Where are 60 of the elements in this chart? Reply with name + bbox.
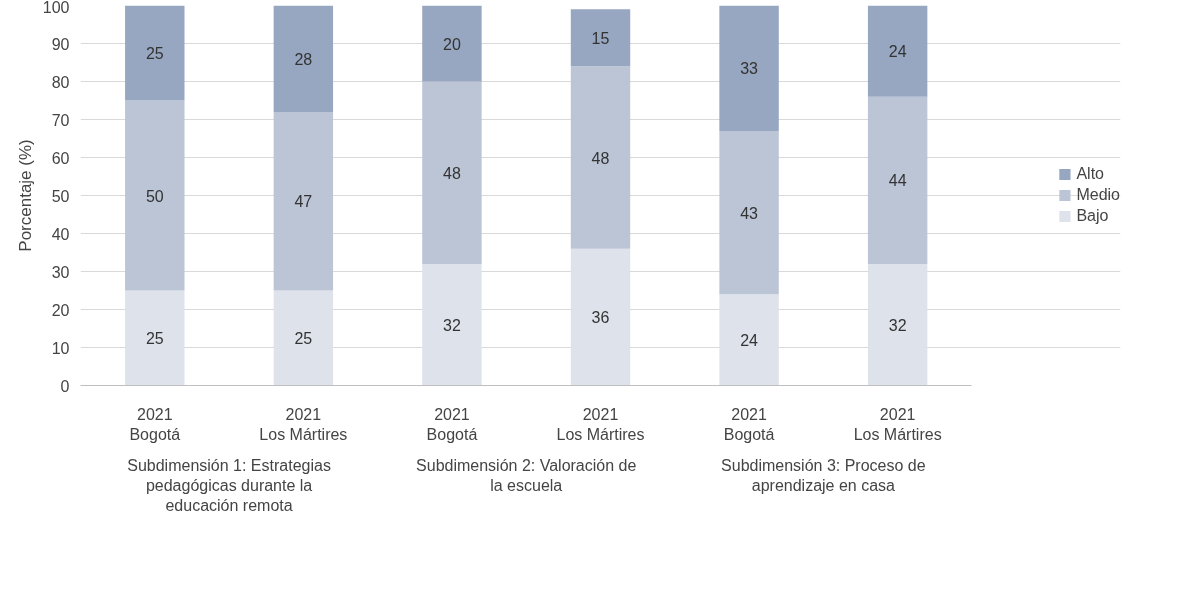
data-label: 47 <box>294 193 313 211</box>
legend-label: Bajo <box>1076 207 1109 225</box>
y-tick-label: 100 <box>42 0 70 16</box>
bar <box>570 9 631 67</box>
x-tick-label: 2021 Bogotá <box>426 405 478 443</box>
data-label: 43 <box>740 204 759 222</box>
data-label: 48 <box>443 164 461 182</box>
bar <box>719 5 779 131</box>
data-label: 50 <box>145 187 164 205</box>
data-label: 36 <box>591 309 610 327</box>
bar <box>422 5 482 82</box>
bar <box>867 263 928 386</box>
x-tick-label: 2021 Los Mártires <box>259 405 348 443</box>
y-axis-title: Porcentaje (%) <box>15 139 35 252</box>
data-label: 25 <box>145 45 164 62</box>
bar <box>273 290 334 386</box>
x-tick-label: 2021 Bogotá <box>129 405 181 443</box>
bar <box>273 111 334 291</box>
data-label: 20 <box>443 35 461 53</box>
bar <box>125 290 185 386</box>
bar <box>422 263 482 386</box>
text: Subdimensión 3: Proceso de aprendizaje en casa <box>721 456 926 494</box>
x-tick-label: 2021 Los Mártires <box>853 405 942 443</box>
bar <box>125 100 185 291</box>
text: Subdimensión 1: Estrategias pedagógicas durante la educación remota <box>127 456 331 515</box>
data-label: 24 <box>740 331 759 349</box>
data-label: 15 <box>591 29 610 47</box>
data-label: 24 <box>888 43 907 61</box>
y-tick-label: 50 <box>51 187 70 205</box>
bar <box>719 130 779 295</box>
bar <box>273 5 334 112</box>
bar <box>867 5 928 97</box>
bar <box>570 66 631 249</box>
y-tick-label: 0 <box>60 377 70 395</box>
x-tick-label: 2021 Los Mártires <box>556 405 645 443</box>
y-tick-label: 90 <box>51 35 70 53</box>
data-label: 33 <box>740 60 759 78</box>
bar <box>422 81 482 264</box>
y-tick-label: 40 <box>51 225 70 243</box>
y-tick-label: 10 <box>51 339 70 357</box>
data-label: 32 <box>443 316 461 334</box>
legend-label: Medio <box>1076 186 1120 204</box>
data-label: 25 <box>145 330 164 347</box>
data-label: 44 <box>888 172 907 190</box>
data-label: 28 <box>294 50 313 68</box>
legend-label: Alto <box>1076 165 1104 183</box>
bar <box>570 248 631 386</box>
y-tick-label: 30 <box>51 263 70 281</box>
text: Subdimensión 2: Valoración de la escuela <box>416 456 637 494</box>
bar <box>125 5 185 101</box>
y-tick-label: 80 <box>51 73 70 91</box>
x-tick-label: 2021 Bogotá <box>723 405 775 443</box>
bar <box>719 294 779 386</box>
data-label: 48 <box>591 149 610 167</box>
y-tick-label: 60 <box>51 149 70 167</box>
data-label: 25 <box>294 330 313 347</box>
bar <box>867 96 928 264</box>
y-tick-label: 20 <box>51 301 70 319</box>
y-tick-label: 70 <box>51 111 70 129</box>
data-label: 32 <box>888 316 907 334</box>
